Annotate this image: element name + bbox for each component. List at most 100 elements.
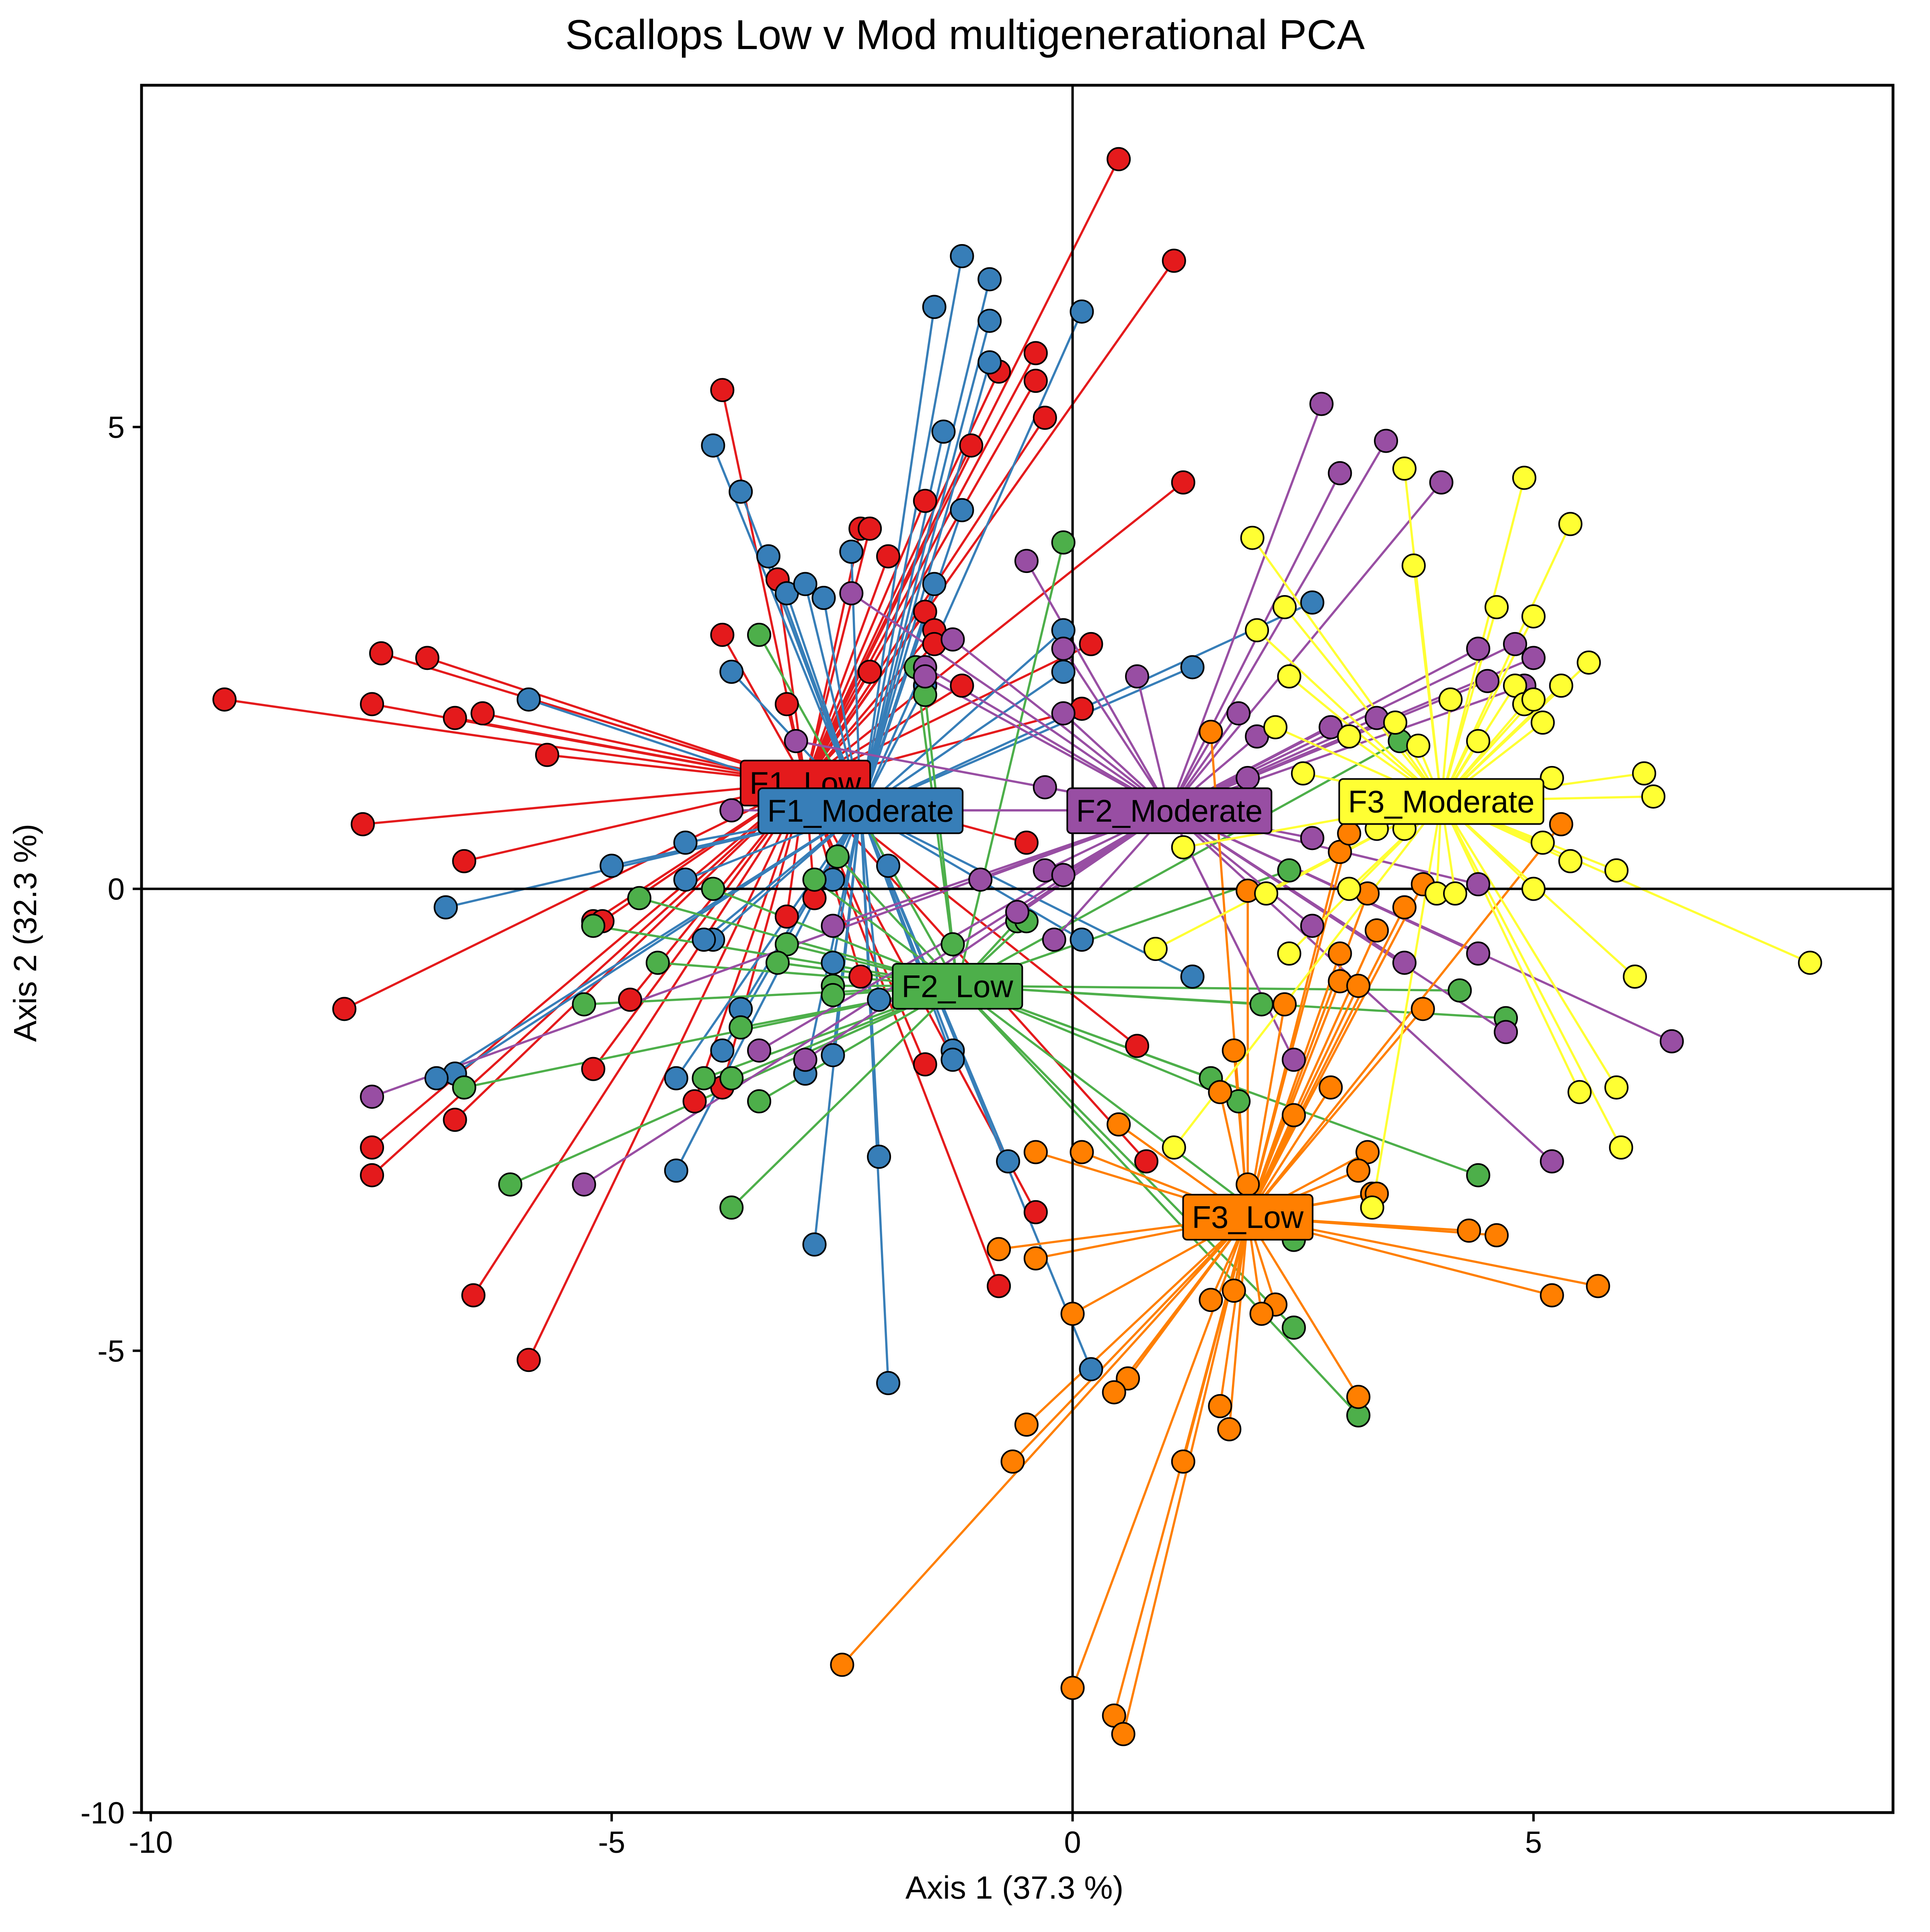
point-f3-moderate-30 xyxy=(1798,951,1822,975)
point-f3-low-12 xyxy=(1222,1038,1246,1063)
point-f1-moderate-46 xyxy=(1180,964,1205,989)
spider-line-f3-moderate-0 xyxy=(1251,537,1442,802)
centroid-label-f3-moderate: F3_Moderate xyxy=(1348,784,1535,819)
point-f3-moderate-33 xyxy=(1604,1075,1629,1100)
spider-line-f3-low-7 xyxy=(1246,907,1406,1218)
point-f1-moderate-3 xyxy=(1070,299,1094,324)
point-f1-moderate-33 xyxy=(710,1038,735,1063)
point-f3-low-7 xyxy=(1392,895,1417,920)
point-f3-moderate-16 xyxy=(1263,715,1287,739)
point-f2-moderate-42 xyxy=(1659,1029,1684,1053)
point-f1-moderate-42 xyxy=(996,1149,1020,1174)
spider-line-f3-moderate-7 xyxy=(1440,607,1498,802)
point-f2-moderate-0 xyxy=(1309,392,1334,416)
point-f3-moderate-45 xyxy=(1360,1195,1384,1220)
point-f1-low-5 xyxy=(1023,369,1048,393)
point-f3-moderate-6 xyxy=(1245,618,1269,643)
point-f1-moderate-37 xyxy=(664,1066,688,1090)
spider-line-f1-low-41 xyxy=(371,782,806,1176)
point-f1-moderate-15 xyxy=(922,572,947,596)
point-f1-low-20 xyxy=(774,692,799,717)
spider-line-f2-moderate-3 xyxy=(1168,482,1442,811)
point-f2-low-16 xyxy=(940,932,965,957)
point-f1-low-44 xyxy=(913,1052,937,1077)
point-f3-moderate-2 xyxy=(1401,553,1426,578)
point-f1-low-16 xyxy=(710,622,735,647)
point-f2-moderate-22 xyxy=(1051,701,1076,726)
spider-line-f1-low-9 xyxy=(804,500,926,783)
point-f1-moderate-19 xyxy=(516,687,541,712)
point-f3-low-45 xyxy=(830,1653,854,1677)
point-f3-moderate-24 xyxy=(1540,766,1564,790)
point-f1-low-45 xyxy=(1125,1034,1150,1058)
point-f3-moderate-7 xyxy=(1484,595,1509,619)
spider-line-f3-low-3 xyxy=(1246,833,1351,1217)
point-f1-moderate-20 xyxy=(1300,590,1324,615)
y-tick-label: -10 xyxy=(80,1796,125,1830)
point-f2-moderate-15 xyxy=(1226,701,1251,726)
x-tick-label: -10 xyxy=(129,1825,173,1860)
point-f1-moderate-34 xyxy=(821,1043,845,1068)
point-f3-low-26 xyxy=(1457,1218,1481,1243)
point-f1-low-9 xyxy=(913,489,937,513)
spider-line-f1-low-17 xyxy=(805,643,1092,784)
point-f3-moderate-13 xyxy=(1577,650,1601,675)
point-f2-low-18 xyxy=(692,1066,716,1090)
point-f3-low-43 xyxy=(1000,1450,1025,1474)
point-f2-moderate-11 xyxy=(1521,646,1546,670)
spider-line-f2-low-23 xyxy=(731,985,958,1209)
point-f3-moderate-20 xyxy=(1466,729,1491,754)
spider-line-f3-moderate-32 xyxy=(1440,801,1581,1093)
spider-line-f1-moderate-17 xyxy=(860,671,1064,811)
point-f3-moderate-29 xyxy=(1604,858,1629,883)
point-f1-moderate-1 xyxy=(977,267,1002,292)
point-f3-low-30 xyxy=(1586,1274,1610,1298)
point-f3-low-3 xyxy=(1337,821,1361,846)
point-f3-low-33 xyxy=(1222,1279,1246,1303)
point-f2-moderate-26 xyxy=(968,867,993,892)
spider-line-f3-moderate-4 xyxy=(1440,524,1572,802)
spider-line-f2-low-28 xyxy=(957,985,1460,992)
point-f2-moderate-6 xyxy=(940,627,965,652)
y-tick-label: 5 xyxy=(108,411,125,445)
point-f2-moderate-8 xyxy=(1125,664,1150,689)
point-f1-moderate-18 xyxy=(719,659,744,684)
point-f2-low-9 xyxy=(645,951,670,975)
spider-line-f3-moderate-33 xyxy=(1440,800,1618,1088)
point-f3-moderate-11 xyxy=(1521,687,1546,712)
point-f2-moderate-29 xyxy=(821,914,845,938)
point-f1-low-46 xyxy=(1134,1149,1158,1174)
centroid-label-f1-moderate: F1_Moderate xyxy=(767,793,954,828)
point-f3-low-5 xyxy=(1549,812,1573,836)
spider-line-f3-low-14 xyxy=(1247,1008,1424,1218)
point-f2-moderate-20 xyxy=(913,664,937,689)
point-f1-low-37 xyxy=(848,964,873,989)
point-f3-moderate-19 xyxy=(1406,733,1431,758)
spider-line-f3-low-45 xyxy=(841,1216,1249,1666)
point-f2-moderate-34 xyxy=(1300,826,1324,850)
point-f3-moderate-31 xyxy=(1623,964,1647,989)
spider-line-f2-moderate-1 xyxy=(1168,440,1387,811)
point-f1-moderate-44 xyxy=(940,1047,965,1072)
point-f2-moderate-9 xyxy=(1466,636,1491,661)
point-f2-low-12 xyxy=(821,983,845,1007)
point-f2-moderate-2 xyxy=(1328,461,1352,485)
point-f1-low-29 xyxy=(351,812,375,836)
point-f3-moderate-1 xyxy=(1392,456,1417,481)
point-f3-moderate-17 xyxy=(1337,724,1361,749)
point-f1-low-39 xyxy=(443,1108,467,1132)
point-f2-low-30 xyxy=(1466,1163,1491,1187)
plot-area: F1_LowF1_ModerateF2_LowF2_ModerateF3_Low… xyxy=(80,84,1895,1860)
point-f3-moderate-36 xyxy=(1143,937,1168,961)
point-f1-low-0 xyxy=(1107,147,1131,171)
point-f3-moderate-44 xyxy=(1443,881,1467,906)
spider-line-f2-moderate-0 xyxy=(1168,403,1323,811)
spider-line-f1-low-8 xyxy=(804,481,1184,784)
point-f2-low-19 xyxy=(719,1066,744,1090)
point-f2-moderate-13 xyxy=(1475,669,1500,693)
point-f1-moderate-26 xyxy=(876,854,901,878)
point-f3-low-0 xyxy=(1199,720,1223,744)
point-f1-moderate-45 xyxy=(1070,928,1094,952)
centroid-box-f3-moderate xyxy=(1338,778,1544,825)
point-f3-low-36 xyxy=(1060,1302,1085,1326)
